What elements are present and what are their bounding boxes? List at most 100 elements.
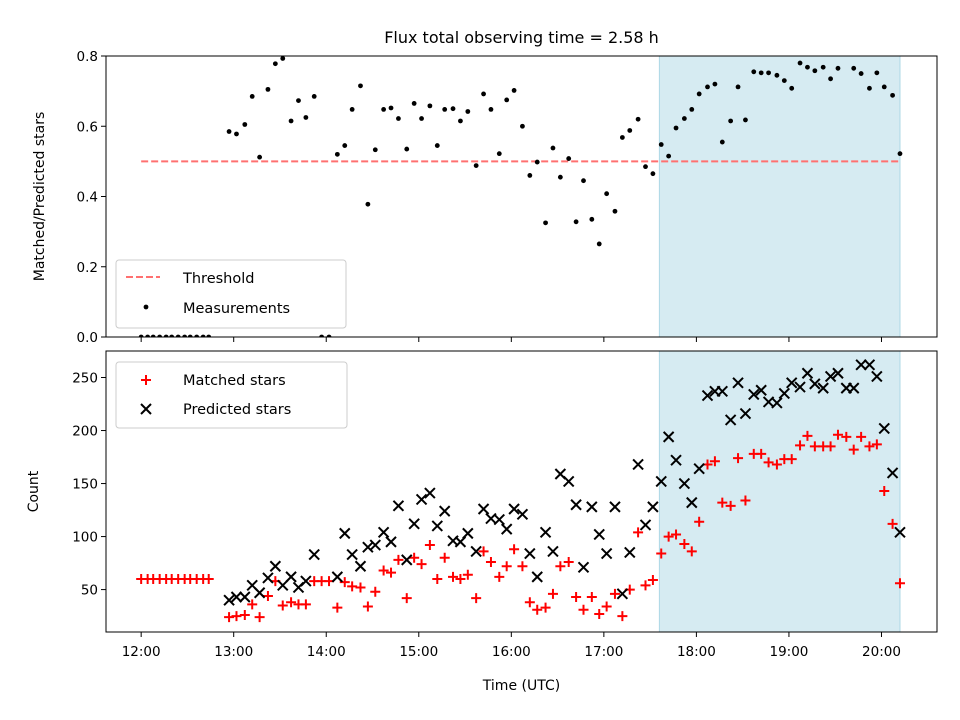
measurement-point — [666, 153, 672, 159]
predicted-star-point — [438, 505, 451, 517]
matched-star-point — [517, 561, 528, 572]
matched-star-point — [231, 611, 242, 622]
predicted-star-point — [600, 547, 613, 560]
matched-star-point — [848, 444, 859, 455]
predicted-star-point — [269, 560, 282, 572]
legend-predicted-label: Predicted stars — [183, 402, 291, 418]
y-tick-label: 0.8 — [77, 49, 98, 65]
matched-star-point — [540, 602, 551, 613]
plot-area — [138, 56, 903, 337]
predicted-star-point — [408, 518, 420, 530]
measurement-point — [890, 92, 895, 98]
measurement-point — [766, 70, 771, 76]
predicted-star-point — [223, 594, 235, 606]
measurement-point — [897, 151, 903, 157]
measurement-point — [182, 334, 188, 337]
measurement-point — [719, 139, 725, 145]
measurement-point — [789, 85, 795, 91]
measurement-point — [442, 106, 448, 112]
x-tick-label: 14:00 — [307, 644, 346, 660]
predicted-star-point — [647, 501, 659, 513]
measurement-point — [326, 334, 332, 337]
x-tick-label: 13:00 — [214, 644, 253, 660]
matched-star-point — [432, 573, 443, 584]
matched-star-point — [439, 552, 450, 563]
y-tick-label: 50 — [81, 583, 98, 599]
matched-star-point — [416, 559, 427, 570]
predicted-star-point — [701, 389, 714, 402]
matched-star-point — [832, 429, 843, 440]
measurement-point — [881, 84, 887, 90]
measurement-point — [774, 72, 780, 78]
highlight-span — [658, 55, 901, 338]
matched-star-point — [362, 601, 373, 612]
predicted-star-point — [748, 388, 760, 401]
predicted-star-point — [262, 572, 274, 584]
matched-star-point — [887, 518, 898, 529]
measurement-point — [496, 151, 502, 157]
matched-star-point — [409, 552, 420, 563]
predicted-star-point — [346, 548, 358, 561]
predicted-star-point — [678, 477, 691, 490]
x-tick-label: 20:00 — [862, 644, 901, 660]
matched-star-point — [532, 604, 543, 615]
ratio-panel: 0.0 0.2 0.4 0.6 0.8 Matched/Predicted stars Th… — [32, 49, 938, 346]
measurement-point — [758, 70, 764, 76]
y-tick-label: 100 — [72, 530, 98, 546]
measurement-point — [820, 64, 826, 70]
measurement-point — [612, 208, 618, 214]
matched-star-point — [856, 431, 867, 442]
predicted-star-point — [616, 588, 629, 600]
predicted-star-point — [878, 422, 890, 435]
measurement-point — [427, 103, 433, 109]
figure-title: Flux total observing time = 2.58 h — [384, 28, 659, 47]
measurement-point — [242, 122, 248, 127]
predicted-star-point — [593, 528, 605, 541]
measurement-point — [511, 88, 517, 93]
predicted-star-point — [739, 407, 752, 420]
predicted-star-point — [586, 501, 598, 513]
measurement-point — [743, 117, 748, 123]
predicted-star-point — [632, 458, 644, 471]
y-tick-label: 0.4 — [77, 190, 98, 206]
y-axis-label: Matched/Predicted stars — [32, 112, 48, 282]
legend-matched-swatch — [141, 375, 151, 385]
measurement-point — [751, 69, 757, 75]
measurement-point — [288, 118, 294, 124]
measurement-point — [589, 216, 595, 222]
matched-star-point — [501, 561, 512, 572]
predicted-star-point — [385, 536, 397, 548]
predicted-star-point — [724, 414, 737, 426]
measurement-point — [280, 56, 286, 61]
matched-star-point — [694, 516, 705, 527]
matched-star-point — [647, 575, 658, 586]
predicted-star-point — [771, 397, 783, 409]
predicted-star-point — [894, 526, 906, 539]
measurement-point — [372, 147, 378, 153]
y-tick-label: 200 — [72, 424, 98, 440]
predicted-star-point — [639, 519, 652, 531]
legend-predicted-swatch — [140, 403, 152, 415]
matched-star-point — [455, 573, 466, 584]
predicted-star-point — [415, 493, 428, 506]
measurement-point — [797, 60, 803, 66]
legend-box — [115, 259, 347, 329]
measurement-point — [249, 93, 255, 99]
predicted-star-point — [817, 382, 829, 394]
measurement-point — [557, 174, 563, 180]
axes-frame — [105, 350, 938, 633]
measurement-point — [520, 123, 525, 129]
matched-star-point — [347, 581, 358, 592]
measurement-point — [835, 65, 841, 71]
highlight-span — [658, 350, 901, 633]
predicted-star-point — [401, 554, 413, 566]
matched-star-point — [601, 601, 612, 612]
matched-star-point — [733, 453, 744, 464]
measurement-point — [358, 83, 363, 89]
measurement-point — [643, 164, 648, 170]
matched-star-point — [471, 593, 482, 604]
matched-star-point — [740, 495, 751, 506]
matched-star-point — [494, 571, 505, 582]
measurement-point — [851, 65, 857, 71]
